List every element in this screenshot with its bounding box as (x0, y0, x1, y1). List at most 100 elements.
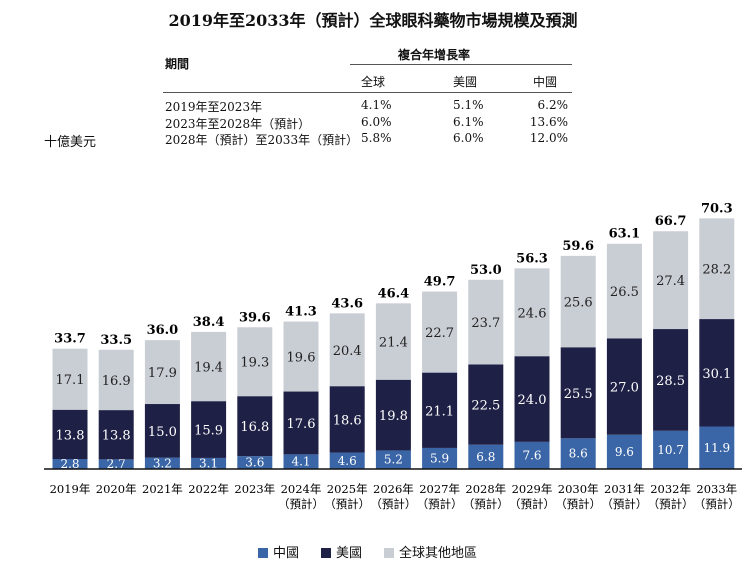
cagr-header: 複合年增長率 (398, 48, 471, 62)
bar-segment (653, 430, 689, 469)
data-label: 28.2 (702, 263, 731, 278)
legend-swatch (258, 548, 268, 558)
table-cell: 2028年（預計）至2033年（預計） (165, 133, 359, 147)
legend-swatch (384, 548, 395, 558)
bar-segment (98, 410, 134, 460)
data-label: 22.5 (471, 399, 500, 414)
data-label: 21.4 (379, 336, 408, 351)
bar-segment (514, 268, 550, 357)
data-label: 10.7 (657, 443, 684, 457)
bar-segment (144, 457, 180, 469)
legend-item-us: 美國 (321, 542, 362, 561)
total-label: 38.4 (193, 315, 225, 330)
data-label: 27.0 (610, 381, 639, 396)
data-label: 3.2 (153, 456, 172, 470)
period-header: 期間 (165, 57, 190, 71)
x-tick-label: （預計） (278, 497, 324, 511)
data-label: 27.4 (656, 274, 685, 289)
bar-segment (468, 279, 504, 365)
bar-segment (560, 347, 596, 439)
data-label: 3.6 (245, 456, 264, 470)
data-label: 2.7 (107, 457, 126, 471)
data-label: 8.6 (569, 447, 588, 461)
bar-segment (329, 386, 365, 453)
data-label: 16.8 (240, 420, 269, 435)
data-label: 16.9 (102, 374, 131, 389)
data-label: 28.5 (656, 374, 685, 389)
bar-segment (283, 454, 319, 469)
bar-segment (606, 434, 642, 469)
data-label: 18.6 (333, 413, 362, 428)
x-tick-label: 2031年 (604, 482, 645, 496)
bar-segment (699, 218, 735, 320)
x-tick-label: 2026年 (373, 482, 414, 496)
data-label: 23.7 (471, 316, 500, 331)
total-label: 43.6 (331, 296, 363, 311)
data-label: 24.6 (518, 306, 547, 321)
x-tick-label: 2024年 (281, 482, 322, 496)
bar-segment (606, 338, 642, 435)
table-cell: 6.0% (361, 114, 392, 129)
legend: 中國 美國 全球其他地區 (258, 542, 477, 561)
total-label: 41.3 (285, 305, 317, 320)
x-tick-label: 2019年 (50, 482, 91, 496)
data-label: 5.9 (430, 451, 449, 465)
total-label: 66.7 (655, 214, 687, 229)
bar-segment (329, 452, 365, 469)
x-tick-label: （預計） (694, 497, 740, 511)
bar-segment (237, 456, 273, 469)
total-label: 33.7 (54, 332, 86, 347)
bar-segment (329, 313, 365, 387)
bar-segment (606, 243, 642, 339)
x-tick-label: 2029年 (512, 482, 553, 496)
data-label: 19.8 (379, 409, 408, 424)
bar-segment (98, 349, 134, 411)
bar-segment (653, 329, 689, 431)
bar-segment (653, 231, 689, 330)
data-label: 30.1 (702, 367, 731, 382)
table-cell: 5.1% (453, 98, 484, 112)
bar-segment (52, 409, 88, 460)
bar-segment (422, 447, 458, 469)
bar-segment (422, 291, 458, 373)
total-label: 33.5 (100, 333, 132, 348)
data-label: 22.7 (425, 326, 454, 341)
table-cell: 12.0% (529, 131, 568, 145)
bar-segment (468, 364, 504, 445)
data-label: 13.8 (56, 428, 85, 443)
bar-segment (422, 372, 458, 448)
bar-segment (237, 327, 273, 397)
data-label: 3.1 (199, 456, 218, 470)
bar-segment (191, 331, 227, 402)
x-tick-label: 2021年 (142, 482, 183, 496)
data-label: 11.9 (703, 441, 730, 455)
table-cell: 2019年至2023年 (165, 100, 263, 114)
x-tick-label: （預計） (555, 497, 601, 511)
table-rule (163, 92, 572, 93)
data-label: 15.9 (194, 424, 223, 439)
total-label: 46.4 (378, 286, 410, 301)
col-global: 全球 (361, 75, 386, 89)
bar-segment (699, 426, 735, 469)
legend-item-rest: 全球其他地區 (384, 542, 477, 561)
legend-swatch (321, 548, 332, 558)
x-tick-label: 2033年 (696, 482, 737, 496)
bar-segment (52, 459, 88, 469)
unit-label: 十億美元 (44, 135, 97, 150)
data-label: 13.8 (102, 429, 131, 444)
data-label: 2.8 (60, 457, 79, 471)
x-tick-label: 2022年 (188, 482, 229, 496)
bar-segment (144, 340, 180, 405)
legend-item-china: 中國 (258, 542, 299, 561)
x-tick-label: 2030年 (558, 482, 599, 496)
table-cell: 4.1% (361, 98, 392, 112)
data-label: 25.6 (564, 296, 593, 311)
bar-segment (560, 438, 596, 469)
data-label: 21.1 (425, 404, 454, 419)
x-tick-label: 2028年 (465, 482, 506, 496)
bar-segment (514, 356, 550, 442)
total-label: 39.6 (239, 310, 271, 325)
bar-segment (283, 391, 319, 455)
data-label: 6.8 (476, 450, 495, 464)
